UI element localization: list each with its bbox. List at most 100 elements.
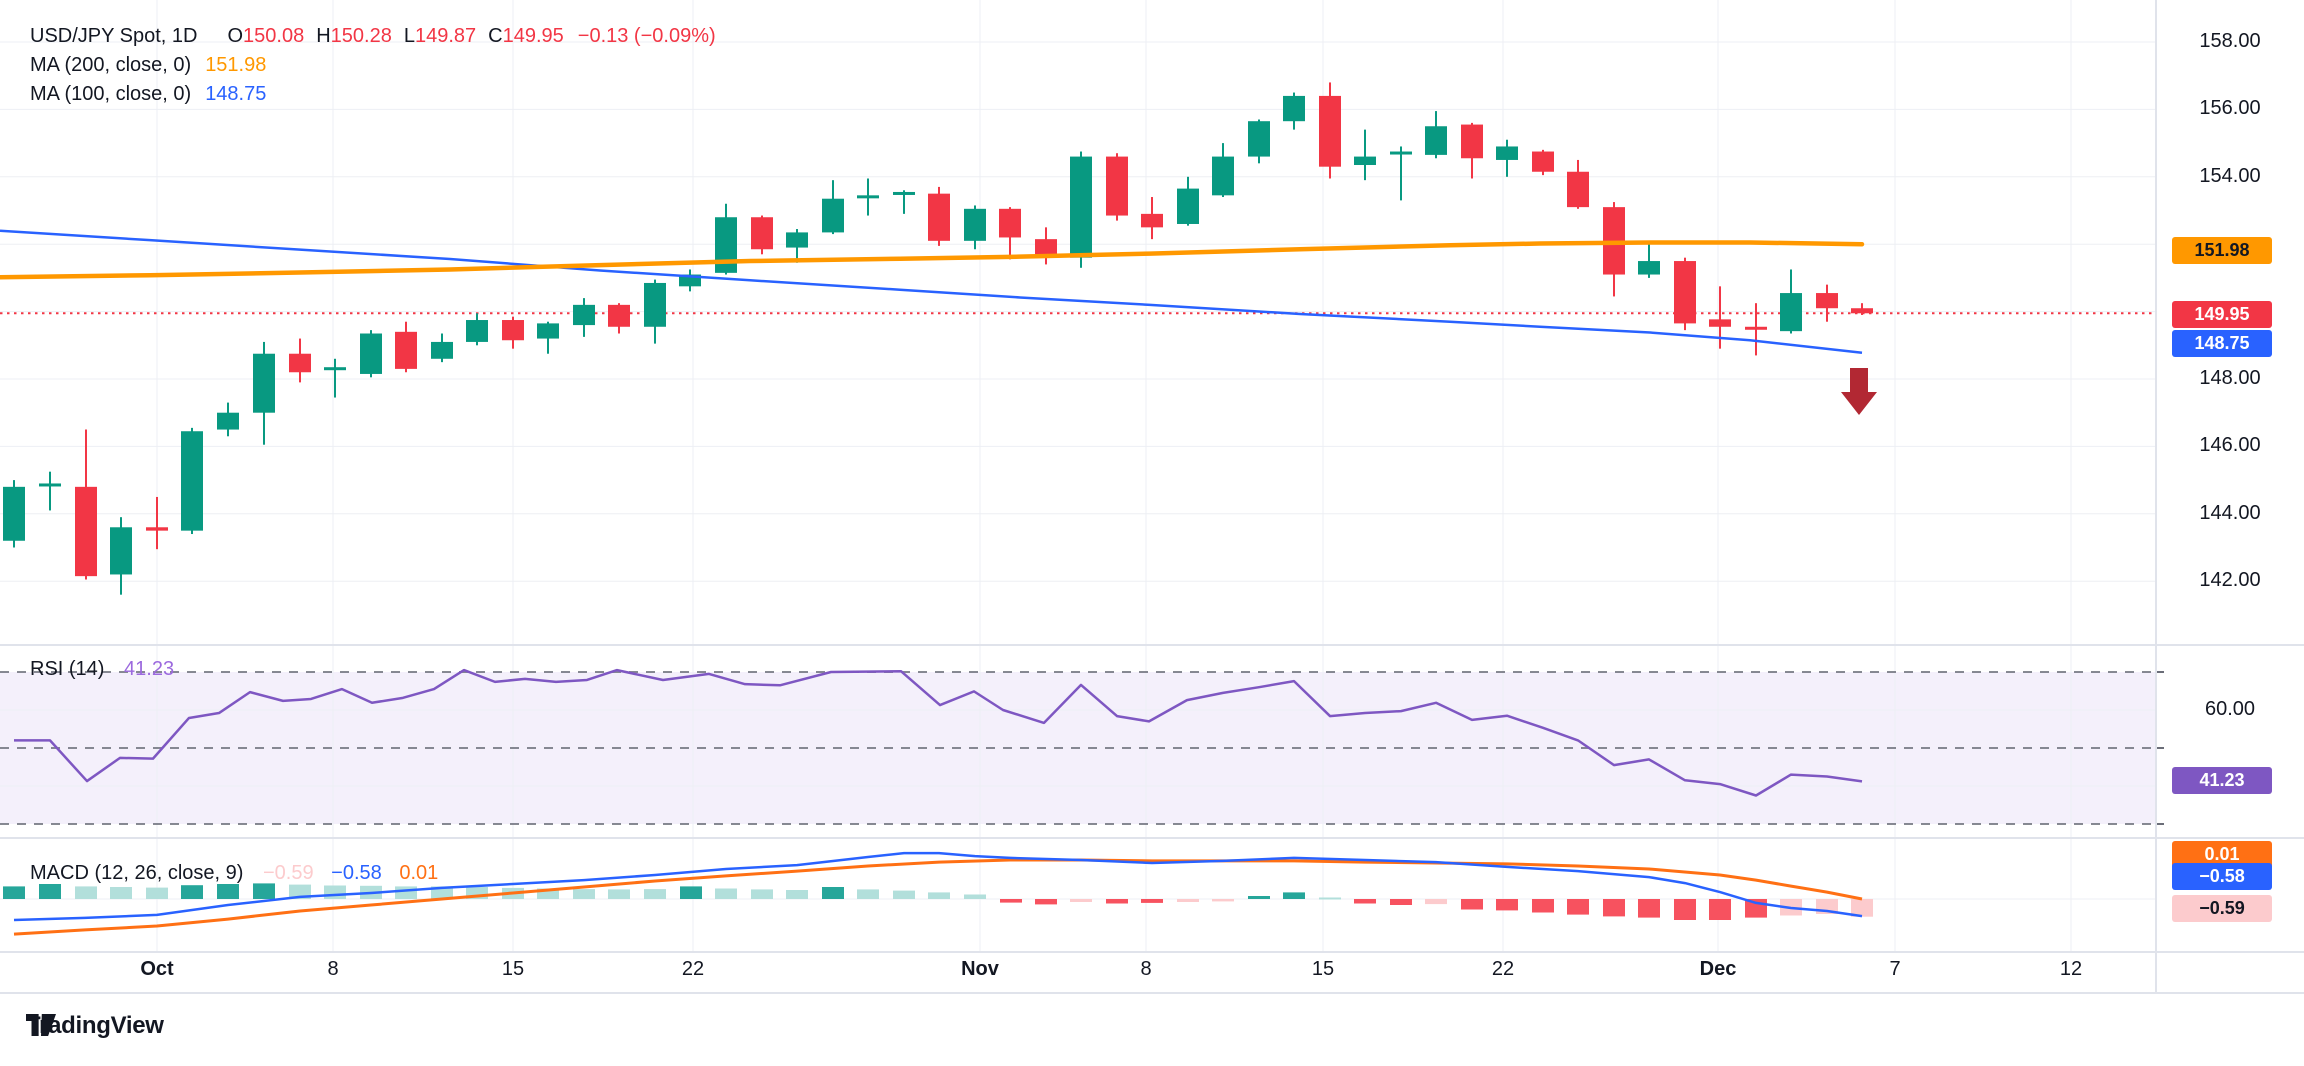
price-axis-label: 146.00 <box>2199 434 2261 457</box>
macd-histogram-bar <box>1177 899 1199 902</box>
macd-histogram-bar <box>1035 899 1057 905</box>
candle-body <box>608 304 630 327</box>
time-axis-label[interactable]: 15 <box>1311 958 1335 980</box>
rsi-axis-label: 60.00 <box>2204 698 2256 720</box>
ma200-row[interactable]: MA (200, close, 0) 151.98 <box>30 51 716 80</box>
macd-line <box>13 851 1863 922</box>
candle-body <box>1567 171 1589 208</box>
candle-body <box>395 331 417 369</box>
macd-label: MACD (12, 26, close, 9) <box>30 862 244 884</box>
macd-histogram-bar <box>1425 899 1447 905</box>
time-axis-label[interactable]: 15 <box>501 958 525 980</box>
macd-histogram-bar <box>431 886 453 899</box>
time-axis-label[interactable]: 22 <box>1491 958 1515 980</box>
macd-histogram-bar <box>644 889 666 899</box>
ma100-row[interactable]: MA (100, close, 0) 148.75 <box>30 80 716 109</box>
macd-histogram-bar <box>964 894 986 899</box>
time-axis-label[interactable]: Dec <box>1699 958 1737 980</box>
ohlc-row: USD/JPY Spot, 1D O 150.08 H 150.28 L 149… <box>30 22 716 51</box>
down-arrow-marker <box>1841 368 1877 415</box>
axis-price-badge: −0.59 <box>2172 894 2272 922</box>
macd-histogram-bar <box>146 887 168 899</box>
macd-histogram-bar <box>893 890 915 899</box>
candle-body <box>1532 151 1554 172</box>
macd-histogram-bar <box>1461 899 1483 910</box>
candle-body <box>1496 146 1518 160</box>
macd-histogram-bar <box>324 885 346 899</box>
macd-histogram-bar <box>110 887 132 899</box>
candle-body <box>537 323 559 339</box>
candle-body <box>360 333 382 374</box>
macd-histogram-bar <box>75 886 97 899</box>
symbol-legend[interactable]: USD/JPY Spot, 1D O 150.08 H 150.28 L 149… <box>30 22 716 109</box>
candle-body <box>1035 239 1057 258</box>
candle-body <box>502 320 524 341</box>
macd-hist-value: −0.59 <box>262 862 314 884</box>
time-axis-label[interactable]: 7 <box>1889 958 1901 980</box>
candle-body <box>1780 293 1802 332</box>
ma100-line <box>0 229 1863 354</box>
candle-body <box>786 232 808 248</box>
candle-body <box>1851 308 1873 314</box>
ma200-line <box>0 240 1865 280</box>
candle-body <box>964 208 986 241</box>
candle-body <box>146 527 168 531</box>
tradingview-logo[interactable]: TradingView <box>26 1012 164 1040</box>
macd-signal-line <box>13 858 1863 936</box>
macd-histogram-bar <box>1638 899 1660 918</box>
candle-body <box>1354 156 1376 166</box>
macd-histogram-bar <box>1319 897 1341 900</box>
candle-body <box>573 304 595 326</box>
rsi-legend[interactable]: RSI (14) 41.23 <box>30 658 174 681</box>
candle-body <box>679 274 701 287</box>
candle-body <box>431 341 453 359</box>
candle-body <box>3 486 25 541</box>
macd-histogram-bar <box>1000 899 1022 903</box>
candle-body <box>751 217 773 250</box>
candle-body <box>715 217 737 273</box>
candle-body <box>1674 261 1696 324</box>
macd-histogram-bar <box>1141 899 1163 903</box>
macd-histogram-bar <box>1354 899 1376 904</box>
axis-price-badge: 151.98 <box>2172 236 2272 264</box>
candle-body <box>1141 213 1163 228</box>
time-axis-label[interactable]: Nov <box>961 958 999 980</box>
candle-body <box>1461 124 1483 159</box>
macd-legend[interactable]: MACD (12, 26, close, 9) −0.59 −0.58 0.01 <box>30 862 438 885</box>
candle-body <box>1745 326 1767 330</box>
candle-body <box>999 208 1021 238</box>
candle-body <box>644 282 666 327</box>
candle-body <box>466 320 488 342</box>
macd-histogram-bar <box>857 889 879 899</box>
macd-histogram-bar <box>39 884 61 899</box>
open-label: O <box>227 25 244 47</box>
time-axis-label[interactable]: 22 <box>681 958 705 980</box>
axis-price-badge: 149.95 <box>2172 300 2272 328</box>
macd-histogram-bar <box>395 886 417 899</box>
macd-histogram-bar <box>1212 899 1234 902</box>
candle-body <box>1248 121 1270 157</box>
price-axis-label: 144.00 <box>2199 501 2261 524</box>
candle-body <box>75 486 97 577</box>
macd-histogram-bar <box>680 886 702 899</box>
low-value: 149.87 <box>414 25 477 47</box>
time-axis-label[interactable]: Oct <box>140 958 174 980</box>
candle-body <box>1106 156 1128 216</box>
macd-signal-value: 0.01 <box>399 862 439 884</box>
time-axis-label[interactable]: 12 <box>2059 958 2083 980</box>
macd-histogram-bar <box>217 884 239 899</box>
macd-histogram-bar <box>1496 899 1518 911</box>
time-axis-label[interactable]: 8 <box>1140 958 1152 980</box>
macd-histogram-bar <box>751 889 773 899</box>
ma100-label: MA (100, close, 0) <box>30 83 192 105</box>
rsi-value: 41.23 <box>124 658 175 680</box>
time-axis-label[interactable]: 8 <box>327 958 339 980</box>
axis-price-badge: 41.23 <box>2172 766 2272 794</box>
candle-body <box>822 198 844 233</box>
macd-histogram-bar <box>1603 899 1625 917</box>
symbol-title[interactable]: USD/JPY Spot, 1D <box>30 25 198 47</box>
candle-body <box>1390 151 1412 155</box>
candle-body <box>1212 156 1234 196</box>
